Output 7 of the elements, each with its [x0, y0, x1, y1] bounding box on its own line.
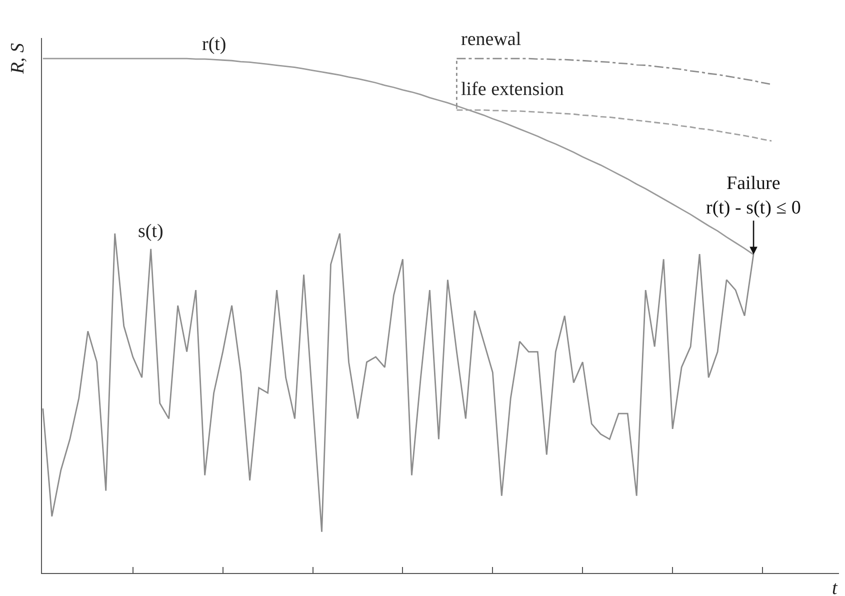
series-label: renewal — [461, 29, 522, 50]
y-axis-title: R, S — [7, 42, 28, 75]
series-label: s(t) — [138, 221, 164, 242]
annotation: Failure r(t) - s(t) ≤ 0 — [706, 173, 801, 219]
x-axis-title: t — [832, 578, 838, 596]
series-label: life extension — [461, 79, 564, 100]
series-label: r(t) — [202, 34, 226, 55]
